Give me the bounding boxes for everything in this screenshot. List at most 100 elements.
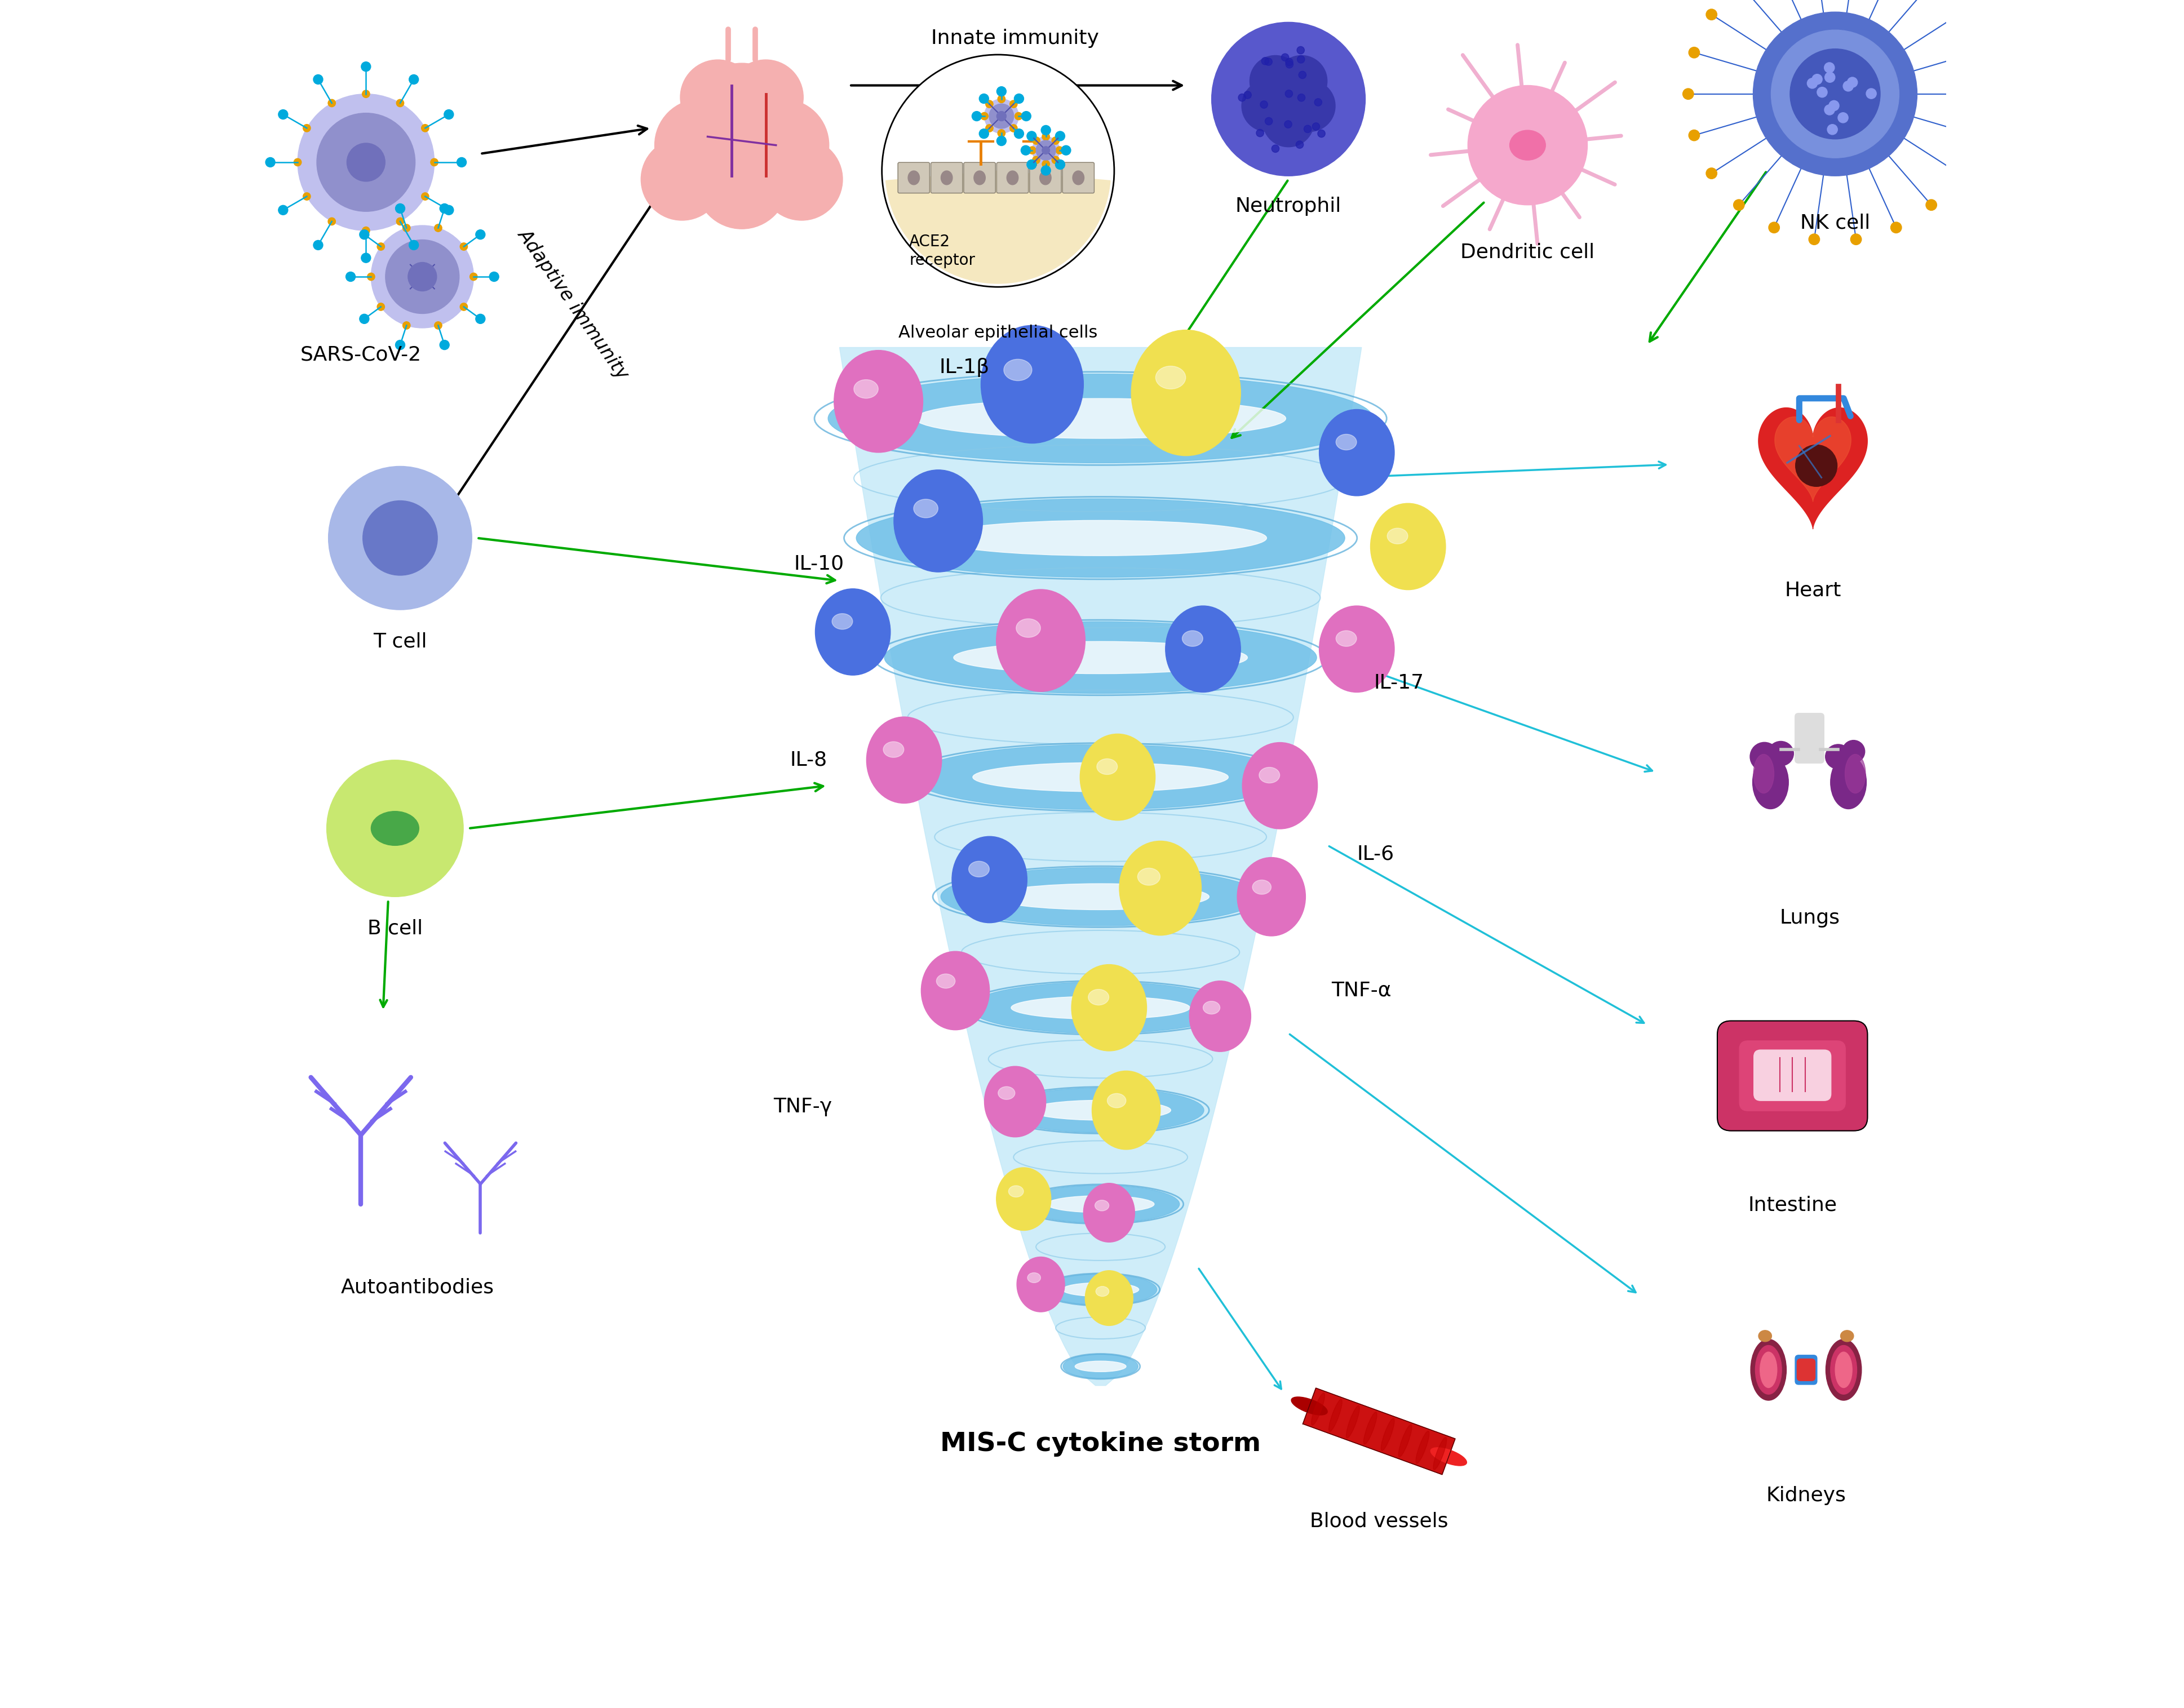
FancyBboxPatch shape — [1754, 1050, 1830, 1100]
Ellipse shape — [1138, 868, 1160, 885]
Ellipse shape — [1754, 755, 1773, 793]
Text: Dendritic cell: Dendritic cell — [1461, 243, 1594, 261]
Ellipse shape — [1088, 989, 1109, 1004]
Circle shape — [489, 272, 498, 282]
Circle shape — [402, 321, 411, 330]
Circle shape — [972, 111, 981, 121]
Ellipse shape — [937, 974, 954, 989]
Ellipse shape — [1841, 1331, 1854, 1342]
Ellipse shape — [913, 745, 1289, 810]
Ellipse shape — [1251, 880, 1271, 895]
Circle shape — [1865, 89, 1876, 99]
Circle shape — [1265, 58, 1273, 65]
Circle shape — [985, 101, 994, 108]
Circle shape — [363, 500, 437, 576]
Circle shape — [1284, 91, 1293, 97]
Circle shape — [1771, 31, 1900, 157]
Ellipse shape — [1795, 444, 1837, 487]
Circle shape — [328, 217, 336, 225]
Ellipse shape — [1005, 359, 1033, 381]
Ellipse shape — [1345, 1406, 1358, 1438]
Ellipse shape — [1026, 1272, 1040, 1283]
Circle shape — [1042, 133, 1051, 140]
Circle shape — [297, 94, 435, 231]
Circle shape — [1297, 46, 1304, 55]
Text: IL-6: IL-6 — [1356, 844, 1393, 864]
Text: IL-8: IL-8 — [791, 750, 828, 770]
Ellipse shape — [1758, 1331, 1771, 1342]
Text: MIS-C cytokine storm: MIS-C cytokine storm — [939, 1431, 1260, 1457]
Circle shape — [360, 61, 371, 72]
Ellipse shape — [1769, 741, 1793, 765]
Circle shape — [1977, 89, 1987, 99]
Circle shape — [408, 75, 419, 84]
Ellipse shape — [1291, 1397, 1328, 1414]
Circle shape — [998, 130, 1005, 137]
Ellipse shape — [1387, 528, 1409, 543]
Ellipse shape — [1046, 1196, 1153, 1213]
Circle shape — [985, 125, 994, 132]
Circle shape — [998, 96, 1005, 102]
Circle shape — [1806, 79, 1817, 89]
Circle shape — [395, 99, 404, 108]
Ellipse shape — [909, 171, 919, 184]
Circle shape — [727, 60, 804, 135]
Ellipse shape — [885, 622, 1317, 693]
Circle shape — [422, 193, 428, 200]
Text: Lungs: Lungs — [1780, 909, 1839, 927]
Text: Neutrophil: Neutrophil — [1236, 196, 1341, 215]
Ellipse shape — [1830, 755, 1867, 810]
Circle shape — [1016, 113, 1022, 120]
Circle shape — [1843, 80, 1854, 91]
Text: T cell: T cell — [373, 632, 428, 651]
Circle shape — [1848, 77, 1859, 87]
Ellipse shape — [854, 379, 878, 398]
Ellipse shape — [970, 861, 989, 876]
Ellipse shape — [1011, 996, 1190, 1020]
FancyBboxPatch shape — [1795, 714, 1824, 763]
Circle shape — [1013, 94, 1024, 104]
Circle shape — [1734, 200, 1745, 210]
Circle shape — [996, 111, 1007, 121]
Ellipse shape — [834, 350, 924, 453]
Circle shape — [408, 263, 437, 290]
Circle shape — [1033, 137, 1059, 164]
Circle shape — [328, 466, 472, 610]
Ellipse shape — [832, 613, 852, 629]
Ellipse shape — [828, 374, 1374, 463]
Circle shape — [1061, 145, 1070, 155]
Ellipse shape — [974, 171, 985, 184]
Circle shape — [363, 91, 369, 97]
Circle shape — [736, 99, 830, 191]
Circle shape — [317, 113, 415, 212]
Ellipse shape — [1044, 1274, 1158, 1305]
Circle shape — [1238, 94, 1245, 101]
Circle shape — [996, 137, 1007, 145]
Circle shape — [422, 125, 428, 132]
Ellipse shape — [1182, 630, 1203, 646]
Ellipse shape — [913, 499, 939, 518]
Ellipse shape — [1203, 1001, 1221, 1015]
Ellipse shape — [1018, 1257, 1064, 1312]
Circle shape — [1688, 130, 1699, 140]
Circle shape — [1468, 85, 1588, 205]
FancyBboxPatch shape — [1795, 1354, 1817, 1385]
Ellipse shape — [1120, 840, 1201, 936]
Circle shape — [295, 159, 301, 166]
Circle shape — [1284, 121, 1293, 128]
Circle shape — [1286, 58, 1293, 65]
Polygon shape — [1776, 417, 1852, 502]
Circle shape — [277, 109, 288, 120]
Ellipse shape — [1363, 1413, 1376, 1445]
Circle shape — [371, 225, 474, 328]
Circle shape — [1970, 130, 1981, 140]
Circle shape — [1022, 111, 1031, 121]
Circle shape — [1828, 101, 1839, 111]
Circle shape — [1026, 132, 1037, 140]
Circle shape — [1826, 72, 1835, 82]
Circle shape — [1053, 155, 1059, 164]
FancyBboxPatch shape — [930, 162, 963, 193]
Circle shape — [312, 75, 323, 84]
Circle shape — [1055, 161, 1066, 169]
Circle shape — [1970, 48, 1981, 58]
